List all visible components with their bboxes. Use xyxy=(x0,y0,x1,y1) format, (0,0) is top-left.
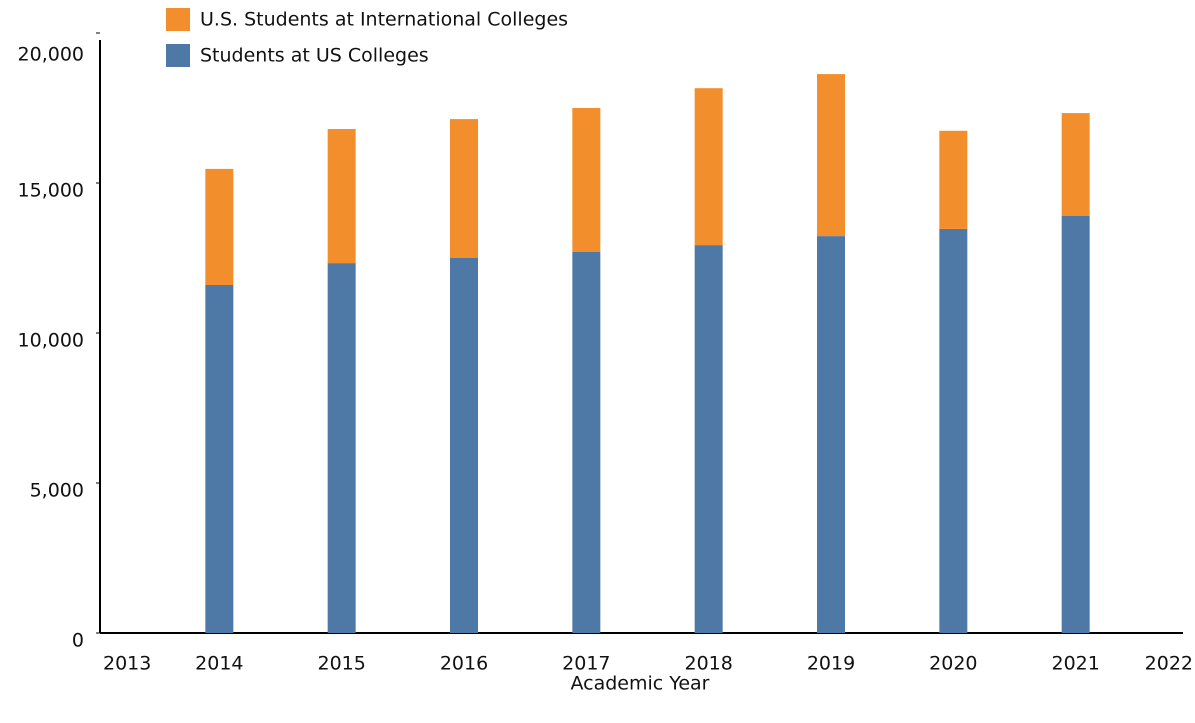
bar xyxy=(327,263,356,633)
legend-label: Students at US Colleges xyxy=(200,45,429,67)
bar xyxy=(939,130,968,229)
bar xyxy=(450,258,478,633)
x-tick-label: 2016 xyxy=(440,653,488,675)
bar xyxy=(939,228,968,633)
bar xyxy=(450,119,478,258)
x-tick-label: 2021 xyxy=(1051,653,1099,675)
legend-label: U.S. Students at International Colleges xyxy=(200,9,568,31)
bar xyxy=(817,236,845,633)
x-tick-label: 2019 xyxy=(807,653,855,675)
bar xyxy=(817,74,845,237)
x-tick-label: 2018 xyxy=(684,653,732,675)
y-tick-label: 15,000 xyxy=(18,180,84,202)
bar xyxy=(205,168,234,285)
x-tick-label: 2017 xyxy=(562,653,610,675)
bar xyxy=(1061,216,1090,633)
y-tick-label: 20,000 xyxy=(18,44,84,66)
x-tick-label: 2022 xyxy=(1145,653,1193,675)
bar xyxy=(205,285,234,633)
x-tick-label: 2014 xyxy=(195,653,243,675)
bar xyxy=(572,252,601,633)
x-axis-label: Academic Year xyxy=(570,673,709,695)
legend-swatch xyxy=(166,44,190,67)
legend-swatch xyxy=(166,8,190,31)
bar xyxy=(327,129,356,264)
x-tick-label: 2015 xyxy=(317,653,365,675)
y-tick-label: 5,000 xyxy=(30,480,84,502)
bar xyxy=(694,88,723,246)
bar xyxy=(572,108,601,252)
y-tick-label: 0 xyxy=(72,630,84,652)
y-tick-label: 10,000 xyxy=(18,330,84,352)
x-tick-label: 2013 xyxy=(103,653,151,675)
bar xyxy=(1061,113,1090,216)
x-tick-label: 2020 xyxy=(929,653,977,675)
bar xyxy=(694,245,723,633)
